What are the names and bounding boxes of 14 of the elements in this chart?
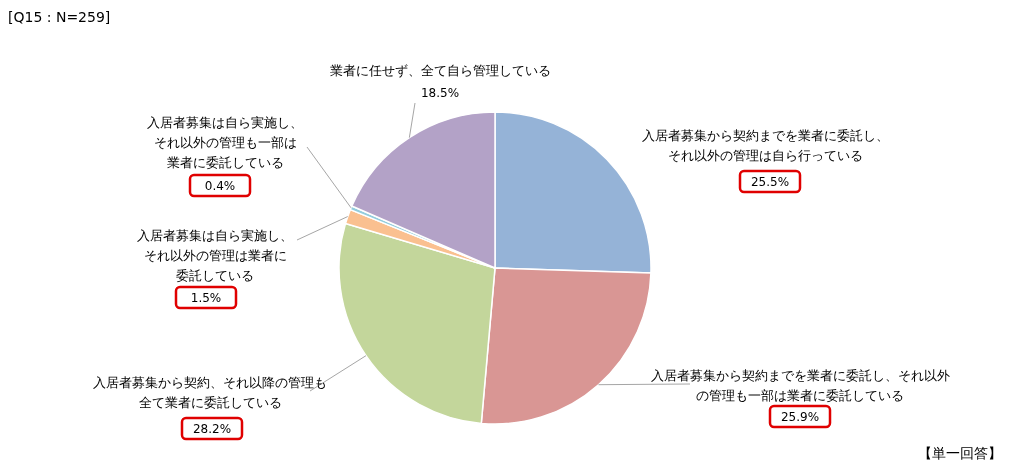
data-label: 0.4% [204, 179, 236, 193]
slice-label: 入居者募集から契約までを業者に委託し、それ以外の管理も一部は業者に委託している [650, 368, 950, 403]
text: [Q15 : N=259] [8, 9, 111, 25]
data-label: 18.5% [420, 86, 460, 100]
data-label: 1.5% [190, 291, 222, 305]
slice-label: 入居者募集は自ら実施し、それ以外の管理は業者に委託している [137, 228, 293, 283]
slice-label: 入居者募集から契約までを業者に委託し、それ以外の管理は自ら行っている [641, 128, 889, 163]
data-label: 25.5% [750, 175, 790, 189]
slice-label: 入居者募集は自ら実施し、それ以外の管理も一部は業者に委託している [147, 115, 303, 170]
data-label: 25.9% [780, 410, 820, 424]
data-label: 28.2% [192, 422, 232, 436]
slice-label: 業者に任せず、全て自ら管理している [329, 63, 551, 78]
text: 【単一回答】 [918, 445, 1002, 461]
slice-label: 入居者募集から契約、それ以降の管理も全て業者に委託している [93, 375, 327, 410]
